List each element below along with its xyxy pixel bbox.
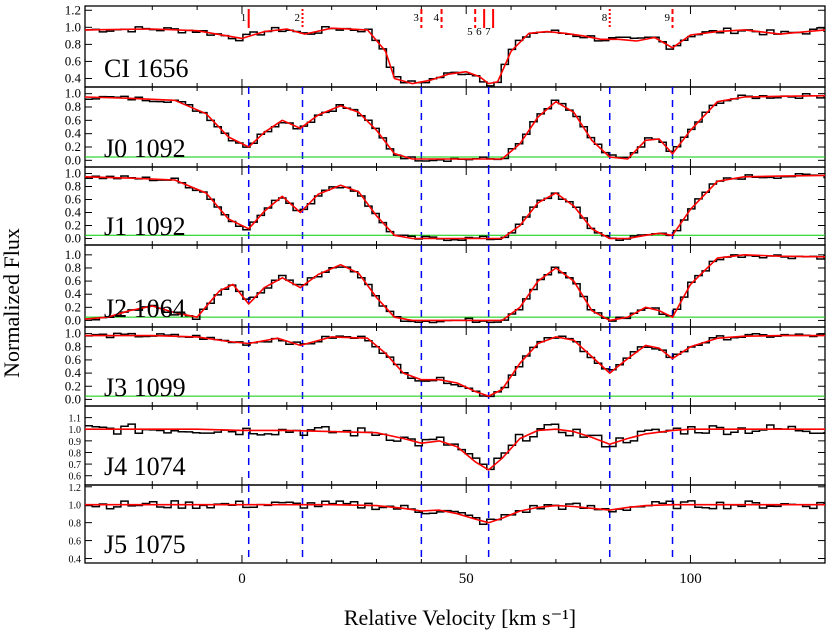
data-histogram [85, 25, 825, 87]
y-tick-label: 0.8 [69, 448, 82, 459]
y-tick-label: 1.0 [69, 425, 82, 436]
y-tick-label: 1.1 [69, 414, 82, 425]
data-histogram [85, 93, 825, 162]
panel-label: J1 1092 [104, 212, 186, 241]
panel-label: J2 1064 [104, 294, 186, 323]
y-tick-label: 0.6 [65, 192, 82, 207]
y-tick-label: 0.8 [65, 260, 81, 275]
y-tick-label: 1.2 [69, 483, 82, 494]
data-histogram [85, 254, 825, 324]
y-tick-label: 0.2 [65, 218, 81, 233]
panel-label: J4 1074 [104, 452, 186, 481]
x-axis-label: Relative Velocity [km s⁻¹] [343, 605, 577, 630]
model-fit-line [85, 503, 825, 524]
panel-1: 0.00.20.40.60.81.0 J0 1092 [65, 86, 826, 168]
y-tick-label: 0.8 [65, 179, 81, 194]
component-label: 6 [476, 26, 482, 38]
y-tick-label: 0.9 [69, 437, 82, 448]
y-tick-label: 0.7 [69, 460, 82, 471]
y-tick-label: 1.0 [65, 19, 81, 34]
y-tick-label: 0.4 [65, 286, 82, 301]
panel-6: 0.4 0.6 0.8 1.0 1.2 J5 1075 [69, 483, 826, 566]
component-label: 7 [485, 26, 491, 38]
component-label: 2 [295, 12, 301, 24]
model-fit-line [84, 27, 826, 85]
y-tick-label: 0.4 [65, 205, 82, 220]
x-tick-label: 50 [459, 571, 474, 587]
y-tick-label: 0.0 [65, 152, 81, 167]
y-tick-label: 1.0 [65, 166, 81, 181]
y-tick-label: 0.6 [65, 352, 82, 367]
y-tick-label: 1.0 [65, 86, 81, 101]
panel-frame [84, 5, 826, 88]
panel-4: 0.00.20.40.60.81.0 J3 1099 [65, 326, 826, 407]
model-fit-line [84, 94, 826, 160]
panel-0: 0.4 0.6 0.8 1.0 1.2 1 2 3 4 5 6 7 8 9 CI 1656 [65, 2, 826, 88]
y-tick-label: 0.2 [65, 139, 81, 154]
panel-frame [84, 166, 826, 246]
y-tick-label: 0.4 [65, 126, 82, 141]
panel-5: 0.60.70.80.91.01.1 J4 1074 [69, 405, 826, 486]
model-fit-line [85, 428, 825, 471]
panel-2: 0.00.20.40.60.81.0 J1 1092 [65, 166, 826, 246]
y-axis-label: Normalized Flux [0, 228, 24, 378]
panel-label: J3 1099 [104, 373, 186, 402]
component-label: 5 [467, 26, 473, 38]
y-tick-label: 0.6 [65, 53, 82, 68]
y-tick-label: 0.6 [65, 273, 82, 288]
y-tick-label: 1.0 [69, 501, 82, 512]
panel-label: J5 1075 [104, 530, 186, 559]
panel-label: CI 1656 [104, 54, 189, 83]
y-tick-label: 0.6 [69, 472, 82, 483]
x-tick-label: 100 [679, 571, 702, 587]
data-histogram [85, 332, 825, 398]
component-label: 1 [241, 12, 247, 24]
y-tick-label: 0.8 [65, 339, 81, 354]
y-tick-label: 0.8 [69, 519, 82, 530]
panel-label: J0 1092 [104, 134, 186, 163]
y-tick-label: 0.4 [65, 365, 82, 380]
component-label: 9 [665, 12, 671, 24]
model-fit-line [84, 254, 826, 322]
y-tick-label: 0.4 [65, 70, 82, 85]
y-tick-label: 0.4 [69, 555, 82, 566]
component-label: 8 [602, 12, 608, 24]
y-tick-label: 0.0 [65, 231, 81, 246]
model-fit-line [85, 334, 825, 397]
y-tick-label: 1.2 [65, 2, 81, 17]
panel-3: 0.00.20.40.60.81.0 J2 1064 [65, 244, 826, 328]
component-label: 4 [434, 12, 440, 24]
x-tick-label: 0 [238, 571, 246, 587]
model-fit-line [84, 174, 826, 240]
y-tick-label: 0.2 [65, 378, 81, 393]
y-tick-label: 0.6 [65, 112, 82, 127]
panel-frame [84, 484, 826, 564]
y-tick-label: 0.0 [65, 312, 81, 327]
panel-frame [84, 86, 826, 168]
data-histogram [85, 423, 825, 471]
y-tick-label: 0.2 [65, 299, 81, 314]
y-tick-label: 0.8 [65, 99, 81, 114]
panel-frame [84, 244, 826, 328]
y-tick-label: 1.0 [65, 247, 81, 262]
y-tick-label: 0.0 [65, 391, 81, 406]
component-label: 3 [413, 12, 419, 24]
y-tick-label: 0.8 [65, 36, 81, 51]
data-histogram [85, 500, 825, 525]
y-tick-label: 0.6 [69, 537, 82, 548]
y-tick-label: 1.0 [65, 326, 81, 341]
